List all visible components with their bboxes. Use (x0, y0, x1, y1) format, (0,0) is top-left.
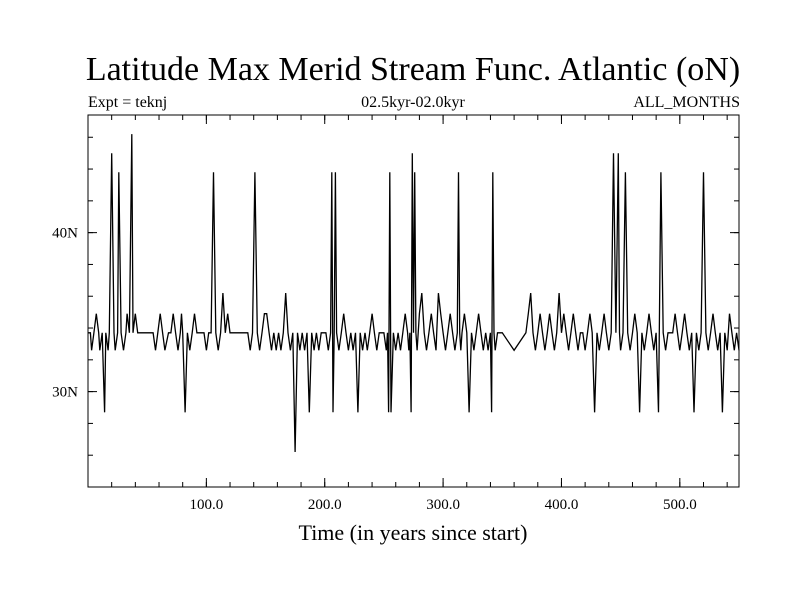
plot-frame (87, 114, 740, 488)
x-tick-label: 300.0 (426, 497, 460, 513)
months-label: ALL_MONTHS (633, 94, 740, 111)
y-tick-label: 30N (52, 385, 78, 401)
y-tick-label: 40N (52, 226, 78, 242)
x-tick-label: 100.0 (189, 497, 223, 513)
x-tick-label: 400.0 (545, 497, 579, 513)
x-axis-label: Time (in years since start) (299, 520, 528, 545)
axis-tick-labels: 100.0 200.0 300.0 400.0 500.0 30N 40N (52, 226, 697, 513)
axis-ticks (88, 115, 739, 488)
period-label: 02.5kyr-02.0kyr (361, 94, 465, 111)
x-tick-label: 200.0 (308, 497, 342, 513)
x-tick-label: 500.0 (663, 497, 697, 513)
chart-title: Latitude Max Merid Stream Func. Atlantic… (86, 51, 740, 88)
experiment-label: Expt = teknj (88, 94, 167, 111)
series-group (88, 134, 740, 453)
series-line (88, 134, 740, 453)
